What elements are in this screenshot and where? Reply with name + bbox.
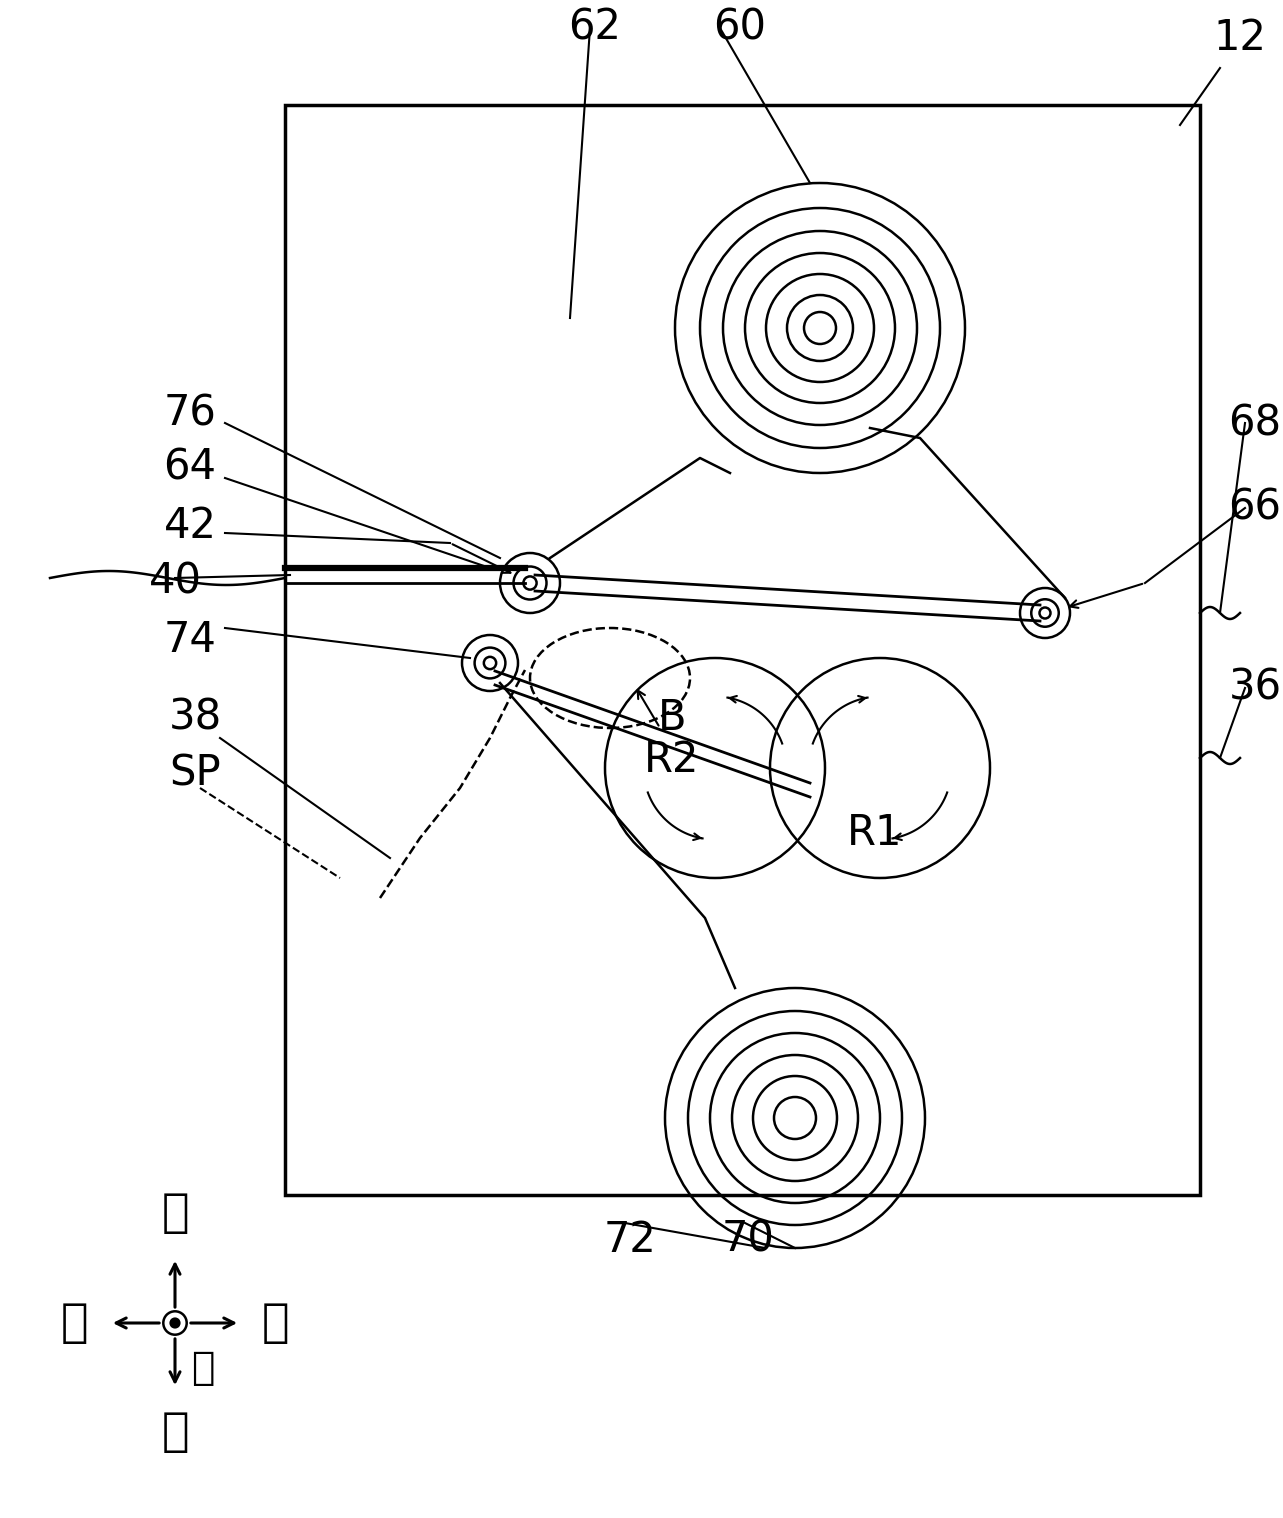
Text: R1: R1 [847,812,903,855]
Text: 68: 68 [1228,402,1282,443]
Text: 38: 38 [168,697,222,739]
Text: 12: 12 [1214,17,1266,59]
Text: B: B [658,697,686,739]
Text: 右: 右 [191,1350,214,1387]
Bar [285,105,1200,1195]
Text: 70: 70 [721,1219,775,1261]
Text: 42: 42 [163,505,217,546]
Text: R2: R2 [644,739,699,780]
Text: SP: SP [169,751,221,794]
Text: 74: 74 [163,619,217,660]
Text: 下: 下 [162,1410,189,1454]
Text: 60: 60 [713,8,766,49]
Text: 66: 66 [1229,487,1282,528]
Text: 62: 62 [568,8,621,49]
Text: 76: 76 [163,392,217,434]
Circle shape [171,1319,180,1328]
Text: 前: 前 [60,1301,89,1345]
Text: 64: 64 [163,446,217,489]
Text: 上: 上 [162,1192,189,1236]
Text: 36: 36 [1228,666,1282,709]
Text: 72: 72 [603,1219,657,1261]
Text: 后: 后 [262,1301,290,1345]
Text: 40: 40 [149,560,201,603]
